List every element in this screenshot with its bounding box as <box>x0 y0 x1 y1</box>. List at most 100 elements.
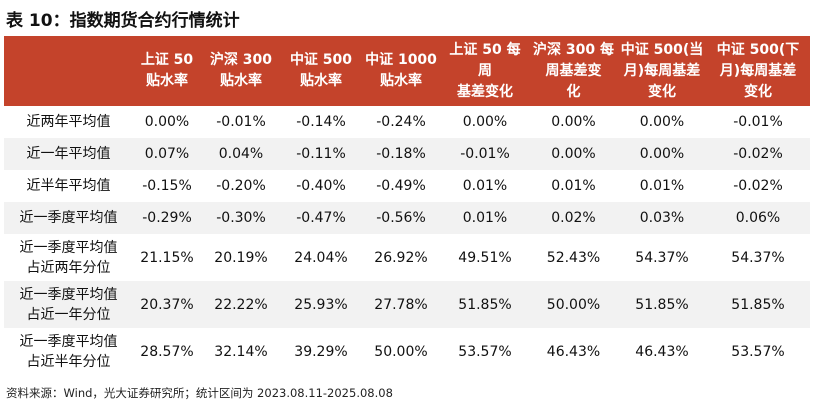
cell-line: 贴水率 <box>380 73 422 89</box>
value-cell: 0.03% <box>618 202 706 234</box>
value-cell: 51.85% <box>706 281 810 328</box>
value-cell: 54.37% <box>635 249 689 266</box>
cell-line: 周基差变 <box>545 62 602 79</box>
value-cell: 24.04% <box>294 249 348 266</box>
value-cell: -0.24% <box>376 114 426 130</box>
value-cell: -0.14% <box>296 114 346 130</box>
source-note: 资料来源：Wind，光大证券研究所；统计区间为 2023.08.11-2025.… <box>6 386 393 400</box>
value-cell: 26.92% <box>374 249 428 266</box>
header-row: 上证 50 贴水率 沪深 300 贴水率 中证 500 贴水率 中证 1000 贴水率 上证 5… <box>4 36 810 106</box>
cell-line: 近两年平均值 <box>26 114 111 130</box>
value-cell: 20.19% <box>214 249 268 266</box>
value-cell: -0.01% <box>441 138 529 170</box>
cell-line: 基差变化 <box>457 83 513 100</box>
value-cell: -0.01% <box>216 114 266 130</box>
cell-line: 变化 <box>744 83 772 100</box>
cell-line: 月)每周基差 <box>623 62 701 79</box>
cell-line: 中证 500(下 <box>716 41 800 58</box>
value-cell: 0.04% <box>201 138 281 170</box>
cell-line: 近一季度平均值 <box>19 239 118 256</box>
value-cell: 53.57% <box>458 343 512 360</box>
value-cell: -0.49% <box>376 178 426 194</box>
value-cell: 0.00% <box>618 138 706 170</box>
cell-line: 近一季度平均值 <box>19 333 118 350</box>
value-cell: -0.02% <box>706 138 810 170</box>
cell-line: 贴水率 <box>220 73 262 89</box>
cell-line: 占近半年分位 <box>26 353 111 370</box>
value-cell: 0.01% <box>441 202 529 234</box>
value-cell: 0.00% <box>144 114 190 130</box>
value-cell: 54.37% <box>731 249 785 266</box>
cell-line: 贴水率 <box>146 73 188 89</box>
cell-line: 月)每周基差 <box>719 62 797 79</box>
value-cell: 50.00% <box>529 281 618 328</box>
table-row: 近两年平均值 0.00% -0.01% -0.14% -0.24% 0.00% 0.00% 0… <box>4 106 810 138</box>
table-row: 近一季度平均值 占近一年分位 20.37% 22.22% 25.93% 27.78% 51.… <box>4 281 810 328</box>
cell-line: 近半年平均值 <box>26 178 111 194</box>
table-body: 近两年平均值 0.00% -0.01% -0.14% -0.24% 0.00% 0.00% 0… <box>4 106 810 375</box>
value-cell: 0.06% <box>706 202 810 234</box>
value-cell: 39.29% <box>294 343 348 360</box>
cell-line: 占近两年分位 <box>26 259 111 276</box>
value-cell: -0.56% <box>361 202 441 234</box>
header-cell: 中证 500 贴水率 <box>281 36 361 106</box>
value-cell: -0.40% <box>296 178 346 194</box>
row-label: 近一季度平均值 占近两年分位 <box>4 234 133 281</box>
value-cell: -0.47% <box>281 202 361 234</box>
value-cell: 27.78% <box>361 281 441 328</box>
value-cell: 28.57% <box>140 343 194 360</box>
row-label: 近一季度平均值 占近一年分位 <box>4 281 133 328</box>
header-cell: 中证 1000 贴水率 <box>361 36 441 106</box>
cell-line: 近一年平均值 <box>26 146 111 162</box>
cell-line: 沪深 300 每 <box>533 41 614 58</box>
value-cell: 0.00% <box>529 138 618 170</box>
cell-line: 上证 50 <box>140 52 194 68</box>
value-cell: 0.01% <box>639 178 685 194</box>
value-cell: 0.01% <box>551 178 596 194</box>
cell-line: 贴水率 <box>300 73 342 89</box>
header-cell: 沪深 300 每周基差变化 <box>529 36 618 106</box>
value-cell: 0.00% <box>639 114 685 130</box>
value-cell: 0.07% <box>133 138 201 170</box>
value-cell: 49.51% <box>458 249 512 266</box>
header-cell <box>4 36 133 106</box>
value-cell: 50.00% <box>374 343 428 360</box>
value-cell: -0.01% <box>733 114 783 130</box>
value-cell: -0.18% <box>361 138 441 170</box>
cell-line: 中证 500 <box>289 52 353 68</box>
table: 上证 50 贴水率 沪深 300 贴水率 中证 500 贴水率 中证 1000 贴水率 上证 5… <box>4 36 810 375</box>
row-label: 近一年平均值 <box>4 138 133 170</box>
value-cell: 51.85% <box>618 281 706 328</box>
cell-line: 中证 500(当 <box>620 41 704 58</box>
cell-line: 中证 1000 <box>365 52 437 68</box>
table-row: 近半年平均值 -0.15% -0.20% -0.40% -0.49% 0.01% 0.01%… <box>4 170 810 202</box>
value-cell: -0.15% <box>142 178 192 194</box>
value-cell: 46.43% <box>546 343 601 360</box>
value-cell: 32.14% <box>214 343 268 360</box>
value-cell: -0.20% <box>216 178 266 194</box>
value-cell: -0.02% <box>733 178 783 194</box>
cell-line: 占近一年分位 <box>26 306 111 323</box>
value-cell: 20.37% <box>133 281 201 328</box>
value-cell: 0.01% <box>462 178 508 194</box>
cell-line: 近一季度平均值 <box>19 286 118 303</box>
row-label: 近两年平均值 <box>4 106 133 138</box>
header-cell: 中证 500(下 月)每周基差 变化 <box>706 36 810 106</box>
table-row: 近一季度平均值 占近半年分位 28.57% 32.14% 39.29% 50.00% 53.… <box>4 328 810 375</box>
table-row: 近一季度平均值 -0.29% -0.30% -0.47% -0.56% 0.01% 0.02… <box>4 202 810 234</box>
header-cell: 中证 500(当 月)每周基差 变化 <box>618 36 706 106</box>
row-label: 近一季度平均值 <box>4 202 133 234</box>
table-row: 近一年平均值 0.07% 0.04% -0.11% -0.18% -0.01% 0.00% 0… <box>4 138 810 170</box>
title: 表 10：指数期货合约行情统计 <box>6 11 240 31</box>
value-cell: 52.43% <box>546 249 601 266</box>
value-cell: -0.29% <box>133 202 201 234</box>
row-label: 近半年平均值 <box>4 170 133 202</box>
value-cell: 0.00% <box>462 114 508 130</box>
cell-line: 化 <box>566 83 581 100</box>
cell-line: 上证 50 每周 <box>449 41 521 79</box>
value-cell: -0.11% <box>281 138 361 170</box>
header-cell: 上证 50 贴水率 <box>133 36 201 106</box>
value-cell: 25.93% <box>281 281 361 328</box>
table-row: 近一季度平均值 占近两年分位 21.15% 20.19% 24.04% 26.92% 49.… <box>4 234 810 281</box>
